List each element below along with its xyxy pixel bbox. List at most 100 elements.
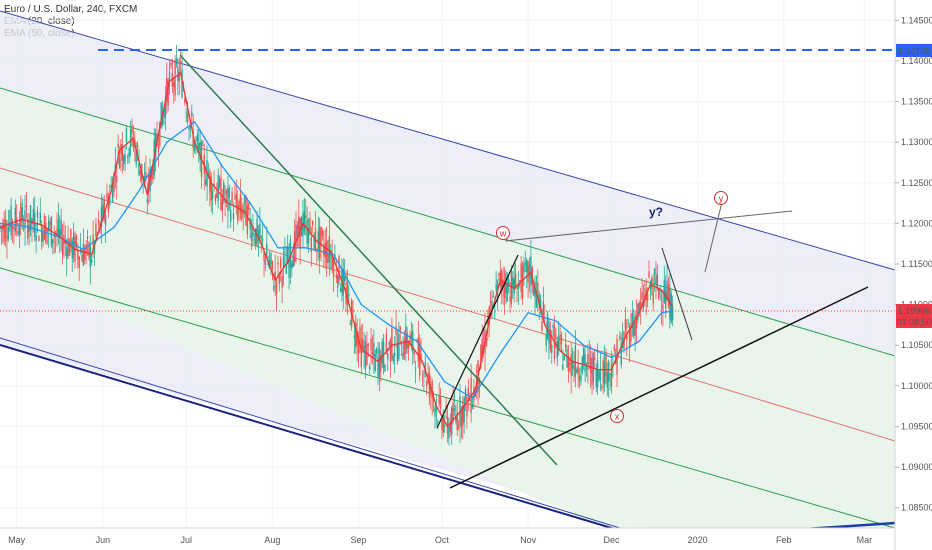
candle-body	[46, 229, 48, 232]
candle-body	[117, 144, 119, 148]
candle-body	[91, 259, 93, 263]
candle-body	[193, 142, 196, 152]
candle-body	[152, 168, 154, 180]
candle-body	[85, 244, 87, 253]
y-tick-label: 1.10000	[901, 381, 932, 391]
candle-body	[288, 257, 290, 279]
candle-body	[213, 184, 215, 186]
candle-body	[471, 404, 474, 407]
candle-body	[337, 275, 339, 288]
candle-body	[502, 279, 504, 288]
svg-text:y: y	[719, 194, 724, 204]
candle-body	[577, 364, 579, 375]
candle-body	[263, 250, 265, 262]
candle-body	[542, 301, 545, 316]
candle-body	[36, 210, 39, 218]
ema20-line	[0, 71, 674, 428]
candle-body	[589, 357, 592, 374]
candle-body	[423, 374, 425, 376]
candle-body	[608, 361, 610, 382]
candle-body	[324, 242, 326, 258]
candle-body	[338, 256, 340, 282]
candle-body	[499, 270, 502, 286]
time-axis[interactable]: May Jun Jul Aug Sep Oct Nov Dec 2020 Feb Mar	[0, 527, 895, 545]
candle-body	[363, 346, 365, 353]
candle-body	[110, 185, 112, 188]
candle-body	[256, 218, 258, 244]
channel-lower-line	[0, 344, 616, 528]
candle-body	[231, 191, 233, 203]
candle-body	[157, 147, 160, 152]
candle-body	[100, 207, 103, 228]
candle-body	[145, 172, 147, 179]
candle-body	[573, 366, 575, 370]
candle-body	[320, 226, 322, 246]
candle-body	[346, 282, 349, 305]
candle-body	[658, 288, 660, 299]
candle-body	[630, 325, 632, 342]
candle-body	[605, 353, 607, 377]
candle-body	[655, 276, 657, 285]
candle-body	[167, 80, 169, 106]
candle-body	[612, 374, 614, 376]
candle-body	[494, 312, 496, 314]
candle-body	[391, 328, 393, 358]
candle-body	[378, 347, 381, 378]
x-tick-label: Jun	[96, 535, 111, 545]
candle-body	[331, 255, 333, 269]
candle-body	[66, 247, 68, 259]
candle-body	[77, 250, 79, 260]
candle-body	[663, 279, 666, 303]
candle-body	[398, 333, 400, 360]
candle-body	[56, 228, 58, 235]
candle-body	[381, 341, 383, 364]
candle-body	[163, 108, 165, 117]
svg-text:1.14136: 1.14136	[898, 46, 931, 56]
candle-body	[136, 144, 139, 149]
candle-body	[22, 228, 25, 230]
candle-body	[261, 239, 264, 241]
candle-body	[321, 230, 324, 237]
candle-body	[545, 334, 547, 346]
candle-body	[406, 333, 408, 349]
candle-body	[220, 177, 222, 210]
wave-y-question-label: y?	[649, 205, 663, 219]
candle-body	[84, 250, 86, 261]
candle-body	[631, 312, 634, 329]
candle-body	[552, 324, 554, 328]
candle-body	[457, 425, 460, 427]
candle-body	[185, 112, 187, 114]
candle-body	[7, 226, 10, 239]
candle-body	[325, 240, 328, 263]
candle-body	[528, 264, 531, 279]
y-tick-label: 1.13000	[901, 137, 932, 147]
y-tick-label: 1.11500	[901, 259, 932, 269]
candle-body	[175, 58, 178, 65]
candle-body	[671, 306, 674, 320]
x-tick-label: Feb	[776, 535, 792, 545]
candle-body	[384, 364, 386, 372]
candle-body	[513, 278, 515, 294]
candle-body	[228, 188, 231, 198]
candle-body	[538, 293, 540, 304]
candle-body	[61, 241, 64, 255]
candle-body	[609, 373, 611, 375]
candle-body	[641, 291, 643, 300]
candle-body	[64, 241, 67, 244]
drawings-layer: w x y y?	[0, 10, 895, 528]
price-axis[interactable]: 1.14500 1.14000 1.13500 1.13000 1.12500 1.120…	[894, 0, 932, 550]
candle-body	[281, 275, 283, 288]
candle-body	[314, 227, 317, 249]
candle-body	[546, 313, 549, 339]
candle-body	[587, 354, 589, 370]
candle-body	[434, 407, 436, 417]
candle-body	[670, 293, 672, 323]
candle-body	[148, 173, 150, 191]
candle-body	[624, 319, 627, 330]
candle-body	[466, 396, 468, 417]
candle-body	[89, 245, 92, 268]
candle-body	[366, 344, 368, 366]
candle-body	[128, 148, 130, 156]
candle-body	[86, 236, 89, 239]
